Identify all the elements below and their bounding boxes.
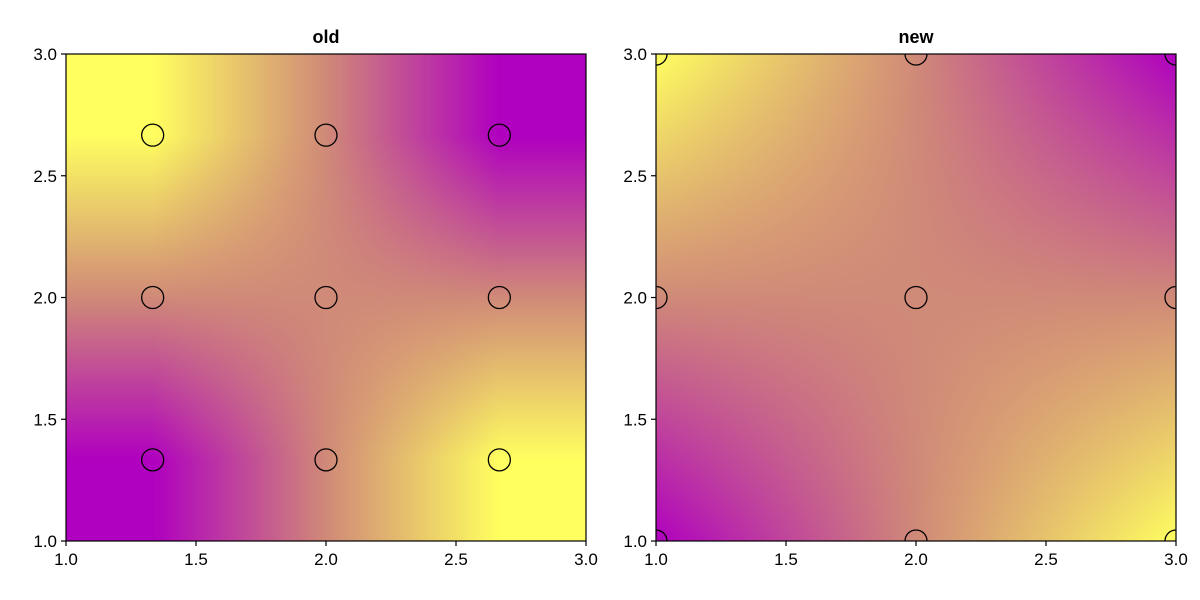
data-point-marker: [314, 123, 338, 147]
y-tick-label: 1.5: [33, 410, 57, 429]
x-tick-label: 1.5: [184, 550, 208, 569]
x-tick-label: 2.0: [314, 550, 338, 569]
y-tick-label: 3.0: [623, 45, 647, 64]
data-point-marker: [1164, 285, 1176, 310]
data-point-marker: [141, 285, 165, 310]
x-tick-label: 1.0: [644, 550, 668, 569]
marker-layer: [141, 123, 511, 472]
data-point-marker: [314, 448, 338, 472]
y-tick-label: 2.0: [33, 289, 57, 308]
panel-old: old 1.0 1.5 2.0 2.5 3.0 1.0 1.5 2.0 2.5 3.0: [33, 27, 597, 569]
y-tick-label: 1.5: [623, 410, 647, 429]
y-tick-label: 2.5: [33, 167, 57, 186]
data-point-marker: [656, 285, 668, 310]
x-tick-label: 1.5: [774, 550, 798, 569]
heatmap-surface: [66, 54, 586, 541]
y-tick-label: 3.0: [33, 45, 57, 64]
x-tick-label: 1.0: [54, 550, 78, 569]
data-point-marker: [487, 123, 511, 147]
panel-title: old: [313, 27, 340, 47]
data-point-marker: [904, 285, 928, 310]
x-tick-label: 2.5: [444, 550, 468, 569]
heatmap-surface: [656, 54, 1176, 541]
panel-new: new 1.0 1.5 2.0 2.5 3.0 1.0 1.5 2.0 2.5 3.0: [623, 27, 1187, 569]
data-point-marker: [487, 285, 511, 310]
data-point-marker: [904, 529, 928, 541]
marker-layer: [656, 54, 1176, 541]
data-point-marker: [141, 448, 165, 472]
x-tick-label: 3.0: [1164, 550, 1188, 569]
y-tick-label: 1.0: [623, 532, 647, 551]
data-point-marker: [487, 448, 511, 472]
x-tick-label: 3.0: [574, 550, 598, 569]
y-tick-label: 1.0: [33, 532, 57, 551]
data-point-marker: [141, 123, 165, 147]
data-point-marker: [314, 285, 338, 310]
y-tick-label: 2.5: [623, 167, 647, 186]
data-point-marker: [904, 54, 928, 66]
x-tick-label: 2.0: [904, 550, 928, 569]
panel-title: new: [898, 27, 934, 47]
x-tick-label: 2.5: [1034, 550, 1058, 569]
y-tick-label: 2.0: [623, 289, 647, 308]
